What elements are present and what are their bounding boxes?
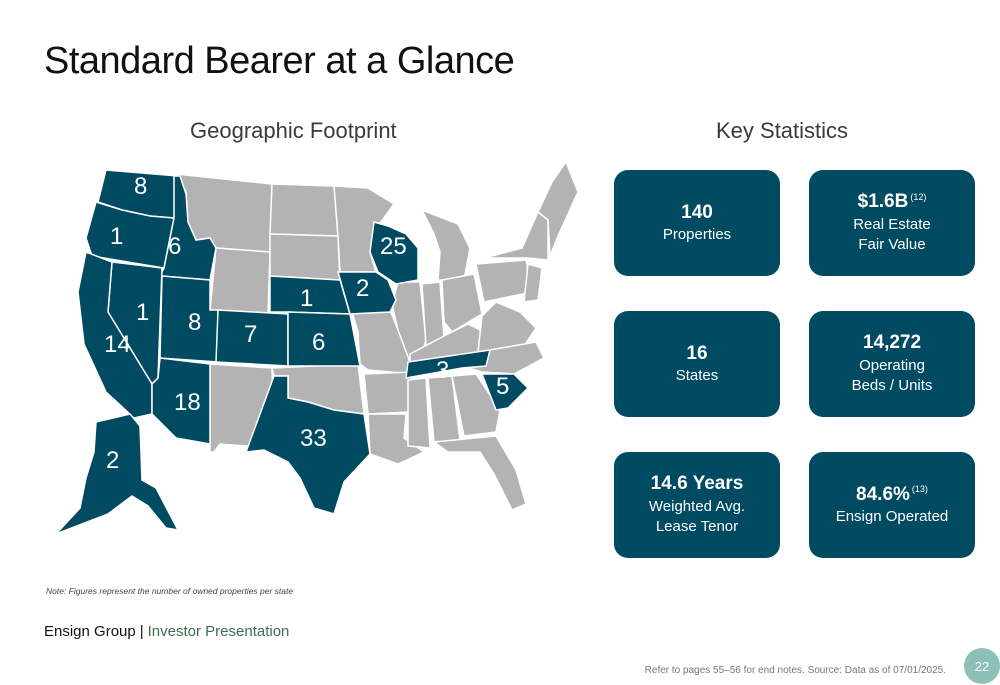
endnote-ref: (12) xyxy=(910,192,927,203)
count-tx: 33 xyxy=(300,425,327,452)
stat-label: Weighted Avg. xyxy=(648,498,746,516)
state-new-england xyxy=(537,160,579,257)
state-ak xyxy=(55,413,180,535)
count-ca: 14 xyxy=(104,331,131,358)
state-ar xyxy=(363,371,413,415)
state-sd xyxy=(269,233,341,283)
count-wi: 25 xyxy=(380,233,407,260)
state-nd xyxy=(269,183,339,237)
map-section-title: Geographic Footprint xyxy=(190,118,397,143)
state-mi xyxy=(420,208,471,281)
endnote-ref: (13) xyxy=(911,484,928,495)
stat-label: Real Estate xyxy=(853,216,931,234)
stat-label: Ensign Operated xyxy=(835,508,949,526)
state-tx xyxy=(244,375,371,515)
count-ia: 2 xyxy=(356,275,369,302)
count-az: 18 xyxy=(174,389,201,416)
footer-company: Ensign Group xyxy=(44,623,136,640)
count-nv: 1 xyxy=(136,299,149,326)
count-ak: 2 xyxy=(106,447,119,474)
state-ms xyxy=(407,377,431,449)
stat-value: 84.6% (13) xyxy=(856,483,928,505)
count-sc: 5 xyxy=(496,373,509,400)
stat-card-states: 16 States xyxy=(614,311,780,417)
stat-value: 14.6 Years xyxy=(650,473,744,495)
count-ks: 6 xyxy=(312,329,325,356)
state-nj-md-de xyxy=(523,263,543,303)
page-number-badge: 22 xyxy=(964,648,1000,684)
count-wa: 8 xyxy=(134,173,147,200)
stat-label: States xyxy=(675,367,719,385)
state-ia xyxy=(337,271,397,315)
state-ny xyxy=(483,210,549,261)
stats-section-title: Key Statistics xyxy=(716,118,849,143)
us-footprint-map: 8 1 6 1 14 8 7 18 1 6 2 25 33 3 5 2 xyxy=(38,152,598,552)
stat-label: Fair Value xyxy=(858,236,926,254)
state-fl xyxy=(431,435,527,511)
endnotes-source: Refer to pages 55–56 for end notes. Sour… xyxy=(644,665,946,676)
stat-card-beds-units: 14,272 Operating Beds / Units xyxy=(809,311,975,417)
count-id: 6 xyxy=(168,233,181,260)
state-az xyxy=(151,357,211,445)
page-title: Standard Bearer at a Glance xyxy=(44,40,515,82)
count-ut: 8 xyxy=(188,309,201,336)
stat-label: Operating xyxy=(859,357,925,375)
state-pa xyxy=(475,259,533,303)
state-wi xyxy=(369,221,419,285)
count-co: 7 xyxy=(244,321,257,348)
stat-card-ensign-operated: 84.6% (13) Ensign Operated xyxy=(809,452,975,558)
stat-value: 14,272 xyxy=(862,332,922,354)
stat-card-lease-tenor: 14.6 Years Weighted Avg. Lease Tenor xyxy=(614,452,780,558)
count-ne: 1 xyxy=(300,285,313,312)
footer-brand: Ensign Group | Investor Presentation xyxy=(44,623,289,640)
state-ga xyxy=(451,373,501,437)
stat-value: 140 xyxy=(681,201,713,223)
state-oh xyxy=(441,273,483,333)
stat-label: Beds / Units xyxy=(851,377,933,395)
map-svg: 8 1 6 1 14 8 7 18 1 6 2 25 33 3 5 2 xyxy=(55,160,579,535)
stat-value: $1.6B (12) xyxy=(857,191,927,213)
stat-value: 16 xyxy=(686,342,708,364)
state-sc xyxy=(480,373,530,411)
state-ca xyxy=(77,250,153,419)
state-in xyxy=(421,281,445,348)
footer-separator: | xyxy=(139,623,144,640)
stat-label: Lease Tenor xyxy=(655,518,739,536)
stat-card-real-estate-value: $1.6B (12) Real Estate Fair Value xyxy=(809,170,975,276)
state-id xyxy=(158,175,217,281)
count-or: 1 xyxy=(110,223,123,250)
state-tn xyxy=(405,349,491,379)
stat-card-properties: 140 Properties xyxy=(614,170,780,276)
state-wy xyxy=(209,247,271,315)
stat-label: Properties xyxy=(662,226,732,244)
count-tn: 3 xyxy=(436,357,449,384)
footer-subtitle: Investor Presentation xyxy=(147,623,290,640)
map-footnote: Note: Figures represent the number of ow… xyxy=(46,586,294,596)
state-ks xyxy=(287,311,361,367)
